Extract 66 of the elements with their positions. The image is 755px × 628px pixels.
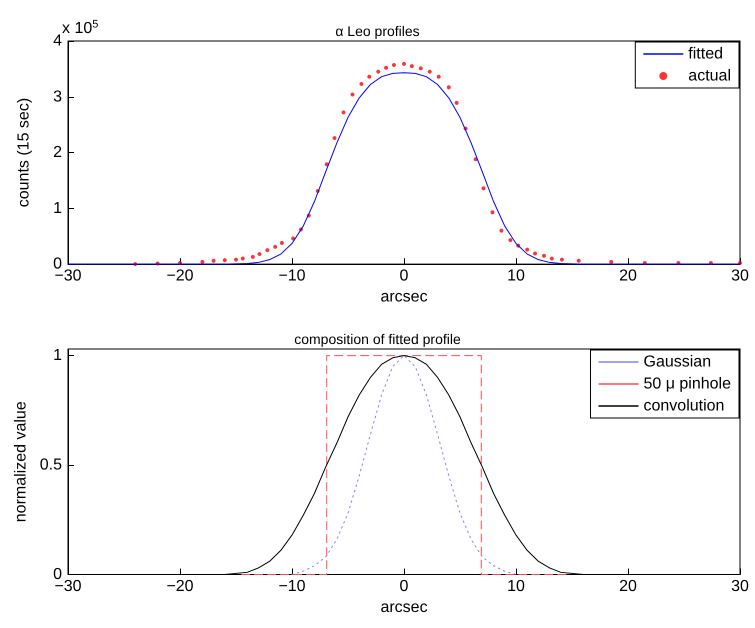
point bbox=[576, 258, 581, 263]
point bbox=[265, 248, 270, 252]
y-tick-label: 1 bbox=[53, 200, 62, 217]
y-tick-label: 4 bbox=[53, 32, 62, 50]
point bbox=[490, 210, 494, 214]
y-tick-label: 1 bbox=[53, 347, 62, 364]
point bbox=[212, 258, 216, 263]
point bbox=[367, 74, 372, 79]
point bbox=[550, 256, 554, 261]
point bbox=[280, 240, 284, 245]
point bbox=[508, 238, 512, 242]
point bbox=[384, 66, 388, 70]
point bbox=[418, 66, 423, 70]
point bbox=[376, 70, 380, 74]
point bbox=[533, 252, 538, 256]
point bbox=[454, 100, 459, 105]
point bbox=[258, 252, 262, 256]
point bbox=[222, 258, 227, 262]
point bbox=[525, 248, 530, 252]
y-tick-label: 0.5 bbox=[40, 456, 62, 474]
legend-label: fitted bbox=[688, 46, 723, 62]
point bbox=[499, 228, 504, 233]
y-axis-title: normalized value bbox=[12, 401, 30, 522]
legend-label: Gaussian bbox=[643, 354, 712, 370]
x-tick-label: 10 bbox=[507, 578, 525, 595]
y-axis-title: counts (15 sec) bbox=[16, 98, 32, 208]
x-tick-label: 10 bbox=[507, 268, 525, 285]
point bbox=[250, 254, 255, 259]
point bbox=[428, 70, 432, 74]
chart-title: α Leo profiles bbox=[335, 23, 420, 39]
x-tick-label: 0 bbox=[400, 268, 409, 285]
point bbox=[392, 62, 396, 67]
point bbox=[446, 85, 451, 90]
x-tick-label: 20 bbox=[619, 268, 637, 285]
x-tick-label: −10 bbox=[278, 268, 306, 285]
x-tick-label: −10 bbox=[278, 578, 306, 595]
x-tick-label: 30 bbox=[731, 268, 749, 285]
x-tick-label: 30 bbox=[731, 578, 749, 595]
point bbox=[332, 136, 337, 140]
point bbox=[234, 258, 238, 262]
point bbox=[609, 260, 614, 264]
x-axis-title: arcsec bbox=[380, 288, 428, 306]
point bbox=[410, 64, 414, 68]
point bbox=[342, 110, 346, 114]
chart-title: composition of fitted profile bbox=[294, 331, 461, 347]
y-tick-label: 3 bbox=[53, 88, 62, 106]
point bbox=[402, 62, 406, 66]
point bbox=[240, 256, 245, 261]
legend-label: actual bbox=[688, 68, 732, 84]
x-tick-label: 0 bbox=[400, 578, 409, 595]
point bbox=[350, 92, 354, 97]
point bbox=[200, 260, 204, 264]
legend-label: 50 μ pinhole bbox=[643, 376, 732, 392]
point bbox=[273, 244, 278, 249]
legend-label: convolution bbox=[643, 398, 724, 414]
x-tick-label: −20 bbox=[166, 268, 194, 285]
point bbox=[560, 258, 564, 262]
point bbox=[482, 186, 486, 190]
x-axis-title: arcsec bbox=[380, 598, 428, 616]
point bbox=[436, 74, 441, 79]
x-tick-label: −20 bbox=[166, 578, 194, 595]
point bbox=[542, 254, 546, 258]
x-tick-label: 20 bbox=[619, 578, 637, 595]
line-series bbox=[292, 355, 516, 575]
y-tick-label: 2 bbox=[53, 144, 62, 162]
point bbox=[359, 82, 364, 86]
